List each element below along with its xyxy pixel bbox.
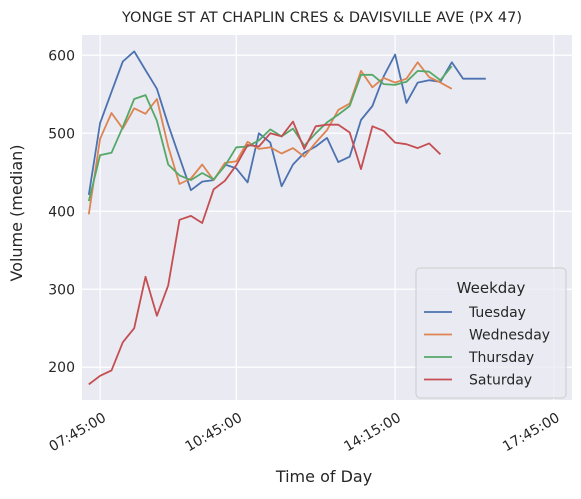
series-line-thursday [87,65,453,202]
x-tick-label: 07:45:00 [46,410,108,455]
y-tick-label: 200 [48,360,75,376]
x-tick-label: 10:45:00 [183,410,245,455]
legend: Weekday Tuesday Wednesday Thursday Saturday [415,267,567,399]
x-tick-label: 14:15:00 [341,410,403,455]
series-lines [87,50,486,386]
x-tick-label: 17:45:00 [500,410,562,455]
y-tick-label: 600 [48,48,75,64]
legend-items: Tuesday Wednesday Thursday Saturday [424,305,550,389]
series-line-tuesday [87,50,486,196]
series-line-saturday [88,120,442,386]
y-axis-label: Volume (median) [7,144,26,281]
grid [82,35,572,400]
y-tick-label: 500 [48,126,75,142]
y-tick-label: 300 [48,282,75,298]
y-tick-label: 400 [48,204,75,220]
legend-label-tuesday: Tuesday [468,305,526,321]
legend-label-saturday: Saturday [469,373,532,389]
legend-label-thursday: Thursday [468,350,534,366]
legend-box [415,267,567,399]
legend-title: Weekday [457,279,526,297]
chart-title: YONGE ST AT CHAPLIN CRES & DAVISVILLE AV… [121,10,522,26]
legend-label-wednesday: Wednesday [469,328,550,344]
series-line-wednesday [87,61,453,215]
x-axis-label: Time of Day [275,467,372,486]
